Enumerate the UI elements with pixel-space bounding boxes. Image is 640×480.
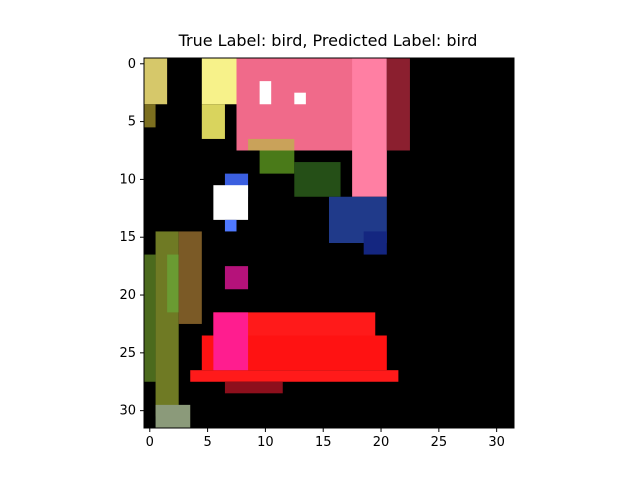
figure-title: True Label: bird, Predicted Label: bird [178,31,478,50]
pink-body-left [213,312,249,371]
blue-lower-right [363,231,387,255]
dark-green-band [294,162,341,197]
y-tick-label: 25 [119,346,136,361]
axes-border [143,57,515,429]
y-tick-label: 0 [128,57,136,72]
y-tick-label: 5 [128,115,136,130]
small-magenta [224,266,249,290]
white-highlight-2 [294,92,306,105]
green-band [259,150,295,174]
x-tick-label: 30 [488,435,505,450]
tan-band [248,138,295,151]
x-tick-label: 15 [315,435,332,450]
blue-below-eye [224,219,237,232]
white-eye [213,185,249,220]
yellow-flower-patch [201,58,237,105]
y-tick-label: 30 [119,404,136,419]
x-tick-label: 5 [203,435,211,450]
yellow-top-left-edge-dark [144,104,156,128]
dark-red-bottom [224,381,283,394]
y-tick-label: 20 [119,288,136,303]
red-body-upper [213,312,376,336]
axes-frame [143,57,515,429]
pink-right-tail [352,58,387,197]
yellow-top-left-edge [144,58,168,105]
white-highlight-1 [259,81,272,105]
stem-green [144,254,156,382]
y-tick-label: 15 [119,230,136,245]
y-axis: 0 5 10 15 20 25 30 [119,57,144,419]
y-tick-label: 10 [119,172,136,187]
x-tick-label: 0 [146,435,154,450]
stem-base [155,404,191,428]
yellow-flower-patch-lower [201,104,225,139]
x-tick-label: 25 [431,435,448,450]
stem-bright-green [167,254,179,313]
dark-red-upper [386,58,410,151]
x-tick-label: 10 [257,435,274,450]
x-axis: 0 5 10 15 20 25 30 [146,428,505,450]
x-tick-label: 20 [373,435,390,450]
image-region-group [144,58,514,428]
red-body-bottom [190,370,399,382]
stem-brown [178,231,202,324]
